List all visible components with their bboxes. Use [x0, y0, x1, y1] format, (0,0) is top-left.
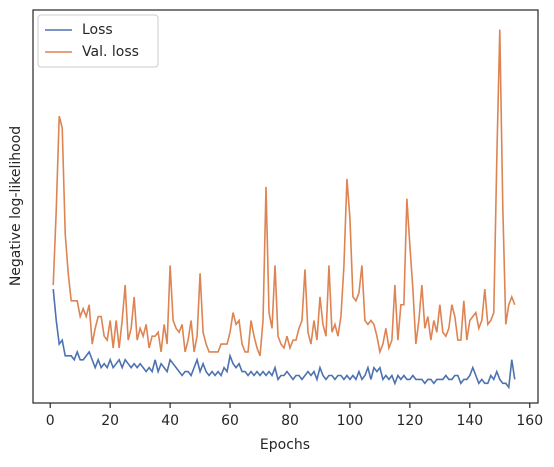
- legend-label: Val. loss: [82, 44, 139, 60]
- y-axis-label: Negative log-likelihood: [8, 126, 24, 286]
- x-tick-label: 160: [516, 413, 543, 429]
- x-axis-label: Epochs: [260, 437, 310, 453]
- x-tick-label: 20: [101, 413, 119, 429]
- x-tick-label: 0: [46, 413, 55, 429]
- x-tick-label: 100: [337, 413, 364, 429]
- legend-box: [37, 14, 159, 68]
- x-tick-label: 40: [161, 413, 179, 429]
- x-tick-label: 60: [221, 413, 239, 429]
- legend: Loss Val. loss: [37, 14, 159, 68]
- x-tick-label: 140: [456, 413, 483, 429]
- x-tick-label: 120: [397, 413, 424, 429]
- legend-label: Loss: [82, 22, 113, 38]
- plot-frame: [32, 9, 539, 404]
- data-line: [52, 288, 516, 390]
- x-tick-label: 80: [281, 413, 299, 429]
- data-line: [52, 29, 516, 357]
